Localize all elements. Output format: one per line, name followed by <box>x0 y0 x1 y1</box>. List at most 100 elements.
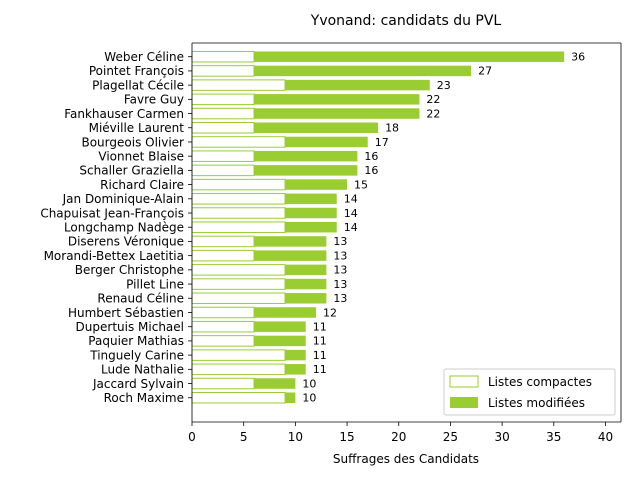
x-tick-label: 20 <box>391 430 406 444</box>
category-label: Lude Nathalie <box>101 363 184 377</box>
bar-compact <box>191 122 255 134</box>
category-label: Roch Maxime <box>104 391 184 405</box>
bars-group <box>191 50 565 404</box>
bar-modified <box>254 122 379 133</box>
value-label: 27 <box>478 65 492 78</box>
category-label: Longchamp Nadège <box>64 221 184 235</box>
value-label: 14 <box>344 193 358 206</box>
bar-compact <box>191 335 255 347</box>
x-tick-label: 15 <box>339 430 354 444</box>
bar-modified <box>254 378 296 389</box>
bar-compact <box>191 164 255 177</box>
category-label: Bourgeois Olivier <box>81 135 184 149</box>
value-label: 11 <box>313 349 327 362</box>
value-label: 18 <box>385 122 399 135</box>
category-label: Vionnet Blaise <box>98 149 184 163</box>
value-label: 12 <box>323 306 337 319</box>
bar-modified <box>285 264 327 276</box>
bar-compact <box>191 93 255 106</box>
legend-box <box>443 368 616 416</box>
category-label: Miéville Laurent <box>89 121 185 135</box>
category-label: Humbert Sébastien <box>68 306 184 320</box>
bar-modified <box>254 335 306 347</box>
legend-label: Listes compactes <box>488 375 592 389</box>
bar-modified <box>254 108 420 119</box>
bar-modified <box>254 94 420 105</box>
x-axis-label: Suffrages des Candidats <box>333 452 479 466</box>
bar-modified <box>285 293 327 304</box>
value-label: 13 <box>333 278 347 291</box>
category-label: Renaud Céline <box>97 292 184 306</box>
x-tick-label: 30 <box>494 430 509 444</box>
bar-modified <box>254 307 317 318</box>
bar-compact <box>191 377 255 390</box>
bar-modified <box>254 250 327 261</box>
value-label: 23 <box>437 79 451 92</box>
bar-compact <box>191 363 286 376</box>
bar-modified <box>285 136 368 148</box>
value-label: 14 <box>344 221 358 234</box>
category-label: Morandi-Bettex Laetitia <box>44 249 184 263</box>
value-label: 11 <box>313 320 327 333</box>
value-label: 13 <box>333 235 347 248</box>
bar-compact <box>191 292 286 305</box>
bar-modified <box>254 321 306 332</box>
value-label: 13 <box>333 264 347 277</box>
category-label: Schaller Graziella <box>79 164 184 178</box>
category-label: Fankhauser Carmen <box>64 107 184 121</box>
value-label: 10 <box>302 377 316 390</box>
category-label: Richard Claire <box>100 178 184 192</box>
category-label: Paquier Mathias <box>88 334 184 348</box>
bar-modified <box>285 207 337 219</box>
category-label: Jan Dominique-Alain <box>62 192 184 206</box>
bar-compact <box>191 65 255 77</box>
bar-compact <box>191 79 286 91</box>
bar-compact <box>191 193 286 205</box>
category-label: Jaccard Sylvain <box>92 377 184 391</box>
bar-compact <box>191 235 255 248</box>
bar-compact <box>191 349 286 361</box>
category-label: Diserens Véronique <box>68 235 184 249</box>
bar-modified <box>285 364 306 375</box>
category-label: Plagellat Cécile <box>92 78 184 92</box>
bar-modified <box>285 221 337 233</box>
chart-title: Yvonand: candidats du PVL <box>310 13 502 29</box>
bar-compact <box>191 306 255 319</box>
bar-compact <box>191 391 286 404</box>
category-label: Pillet Line <box>126 277 184 291</box>
legend: Listes compactes Listes modifiées <box>443 368 616 416</box>
value-label: 22 <box>426 93 440 106</box>
bar-modified <box>285 179 348 190</box>
value-label: 10 <box>302 392 316 405</box>
bar-compact <box>191 278 286 290</box>
legend-swatch <box>450 397 478 408</box>
value-label: 36 <box>571 51 585 64</box>
legend-swatch <box>449 375 479 388</box>
bar-modified <box>285 278 327 290</box>
category-label: Pointet François <box>89 64 184 78</box>
bar-modified <box>254 236 327 247</box>
bar-compact <box>191 136 286 148</box>
bar-modified <box>254 51 565 62</box>
x-tick-label: 0 <box>188 430 196 444</box>
value-label: 11 <box>313 335 327 348</box>
value-label: 17 <box>375 136 389 149</box>
value-label: 11 <box>313 363 327 376</box>
value-label: 22 <box>426 107 440 120</box>
bar-modified <box>254 165 358 176</box>
bar-compact <box>191 178 286 191</box>
bar-modified <box>285 79 430 91</box>
bar-compact <box>191 264 286 276</box>
bar-modified <box>285 193 337 205</box>
value-label: 16 <box>364 150 378 163</box>
category-label: Chapuisat Jean-François <box>40 206 184 220</box>
x-tick-label: 25 <box>443 430 458 444</box>
value-label: 13 <box>333 249 347 262</box>
legend-label: Listes modifiées <box>488 396 585 410</box>
x-tick-label: 5 <box>240 430 248 444</box>
bar-compact <box>191 207 286 219</box>
bar-compact <box>191 150 255 162</box>
bar-compact <box>191 320 255 333</box>
bar-compact <box>191 107 255 120</box>
